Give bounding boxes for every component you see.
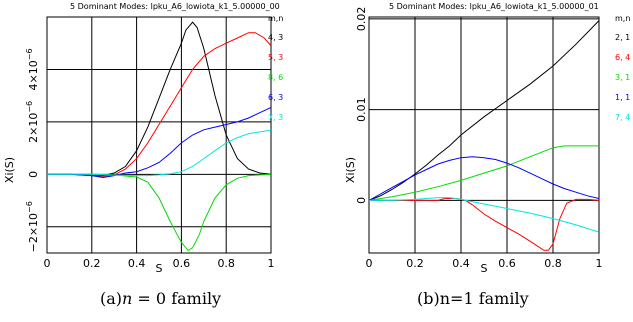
x-tick-label: 0.6 <box>173 257 191 270</box>
series-line <box>47 129 271 177</box>
caption-text: n=1 family <box>439 289 529 308</box>
y-tick-label: 0 <box>27 171 40 178</box>
x-tick-label: 0.4 <box>128 257 146 270</box>
caption-prefix: (b) <box>417 289 440 308</box>
x-tick-label: 0.4 <box>452 257 470 270</box>
y-tick-group: 2×10−6 <box>25 101 40 143</box>
x-tick-label: 1 <box>268 257 275 270</box>
x-tick-label: 0.2 <box>83 257 101 270</box>
x-tick-label: 0.8 <box>217 257 235 270</box>
legend-entry: 2, 1 <box>615 33 630 42</box>
y-tick-label: −2×10−6 <box>25 201 40 252</box>
x-axis-label: S <box>156 262 163 275</box>
series-line <box>47 173 271 252</box>
series-line <box>47 107 271 179</box>
legend-entry: 4, 3 <box>268 33 283 42</box>
legend-entry: 1, 1 <box>615 93 630 102</box>
y-axis-label: Xi(S) <box>3 157 16 183</box>
series-line <box>369 198 599 251</box>
y-tick-group: 4×10−6 <box>25 48 40 90</box>
y-tick-group: −2×10−6 <box>25 201 40 252</box>
x-axis-label: S <box>481 262 488 275</box>
series-line <box>369 145 599 201</box>
y-tick-label: 0.01 <box>355 97 368 122</box>
legend-entry: 6, 4 <box>615 53 630 62</box>
x-tick-label: 0.2 <box>406 257 424 270</box>
legend-title: m,n <box>615 14 630 23</box>
legend-title: m,n <box>268 14 283 23</box>
legend-entry: 7, 3 <box>268 113 283 122</box>
caption-variable: n <box>122 289 133 308</box>
y-tick-label: 0.02 <box>355 7 368 32</box>
panel-a: 5 Dominant Modes: lpku_A6_lowiota_k1_5.0… <box>3 2 283 275</box>
caption-b: (b)n=1 family <box>417 289 529 308</box>
caption-prefix: (a) <box>100 289 123 308</box>
legend-entry: 8, 6 <box>268 73 283 82</box>
y-tick-group: 0 <box>27 171 40 178</box>
x-tick-label: 0 <box>366 257 373 270</box>
caption-a: (a)n = 0 family <box>100 289 221 308</box>
series-line <box>369 197 599 233</box>
series-line <box>369 156 599 201</box>
x-tick-label: 0.8 <box>544 257 562 270</box>
y-tick-label: 4×10−6 <box>25 48 40 90</box>
series-line <box>47 21 271 177</box>
chart-title: 5 Dominant Modes: lpku_A6_lowiota_k1_5.0… <box>70 2 280 11</box>
caption-text: = 0 family <box>132 289 222 308</box>
x-tick-label: 1 <box>596 257 603 270</box>
x-tick-label: 0.6 <box>498 257 516 270</box>
series-line <box>47 32 271 177</box>
series-line <box>369 20 599 201</box>
legend-entry: 3, 1 <box>615 73 630 82</box>
legend-entry: 6, 3 <box>268 93 283 102</box>
y-axis-label: Xi(S) <box>344 157 357 183</box>
chart-title: 5 Dominant Modes: lpku_A6_lowiota_k1_5.0… <box>389 2 599 11</box>
y-tick-label: 2×10−6 <box>25 101 40 143</box>
x-tick-label: 0 <box>44 257 51 270</box>
panel-b: 5 Dominant Modes: lpku_A6_lowiota_k1_5.0… <box>344 2 630 275</box>
legend-entry: 7, 4 <box>615 113 630 122</box>
legend-entry: 5, 3 <box>268 53 283 62</box>
y-tick-label: 0 <box>355 197 368 204</box>
plot-frame <box>46 16 272 254</box>
plot-frame <box>368 16 600 254</box>
